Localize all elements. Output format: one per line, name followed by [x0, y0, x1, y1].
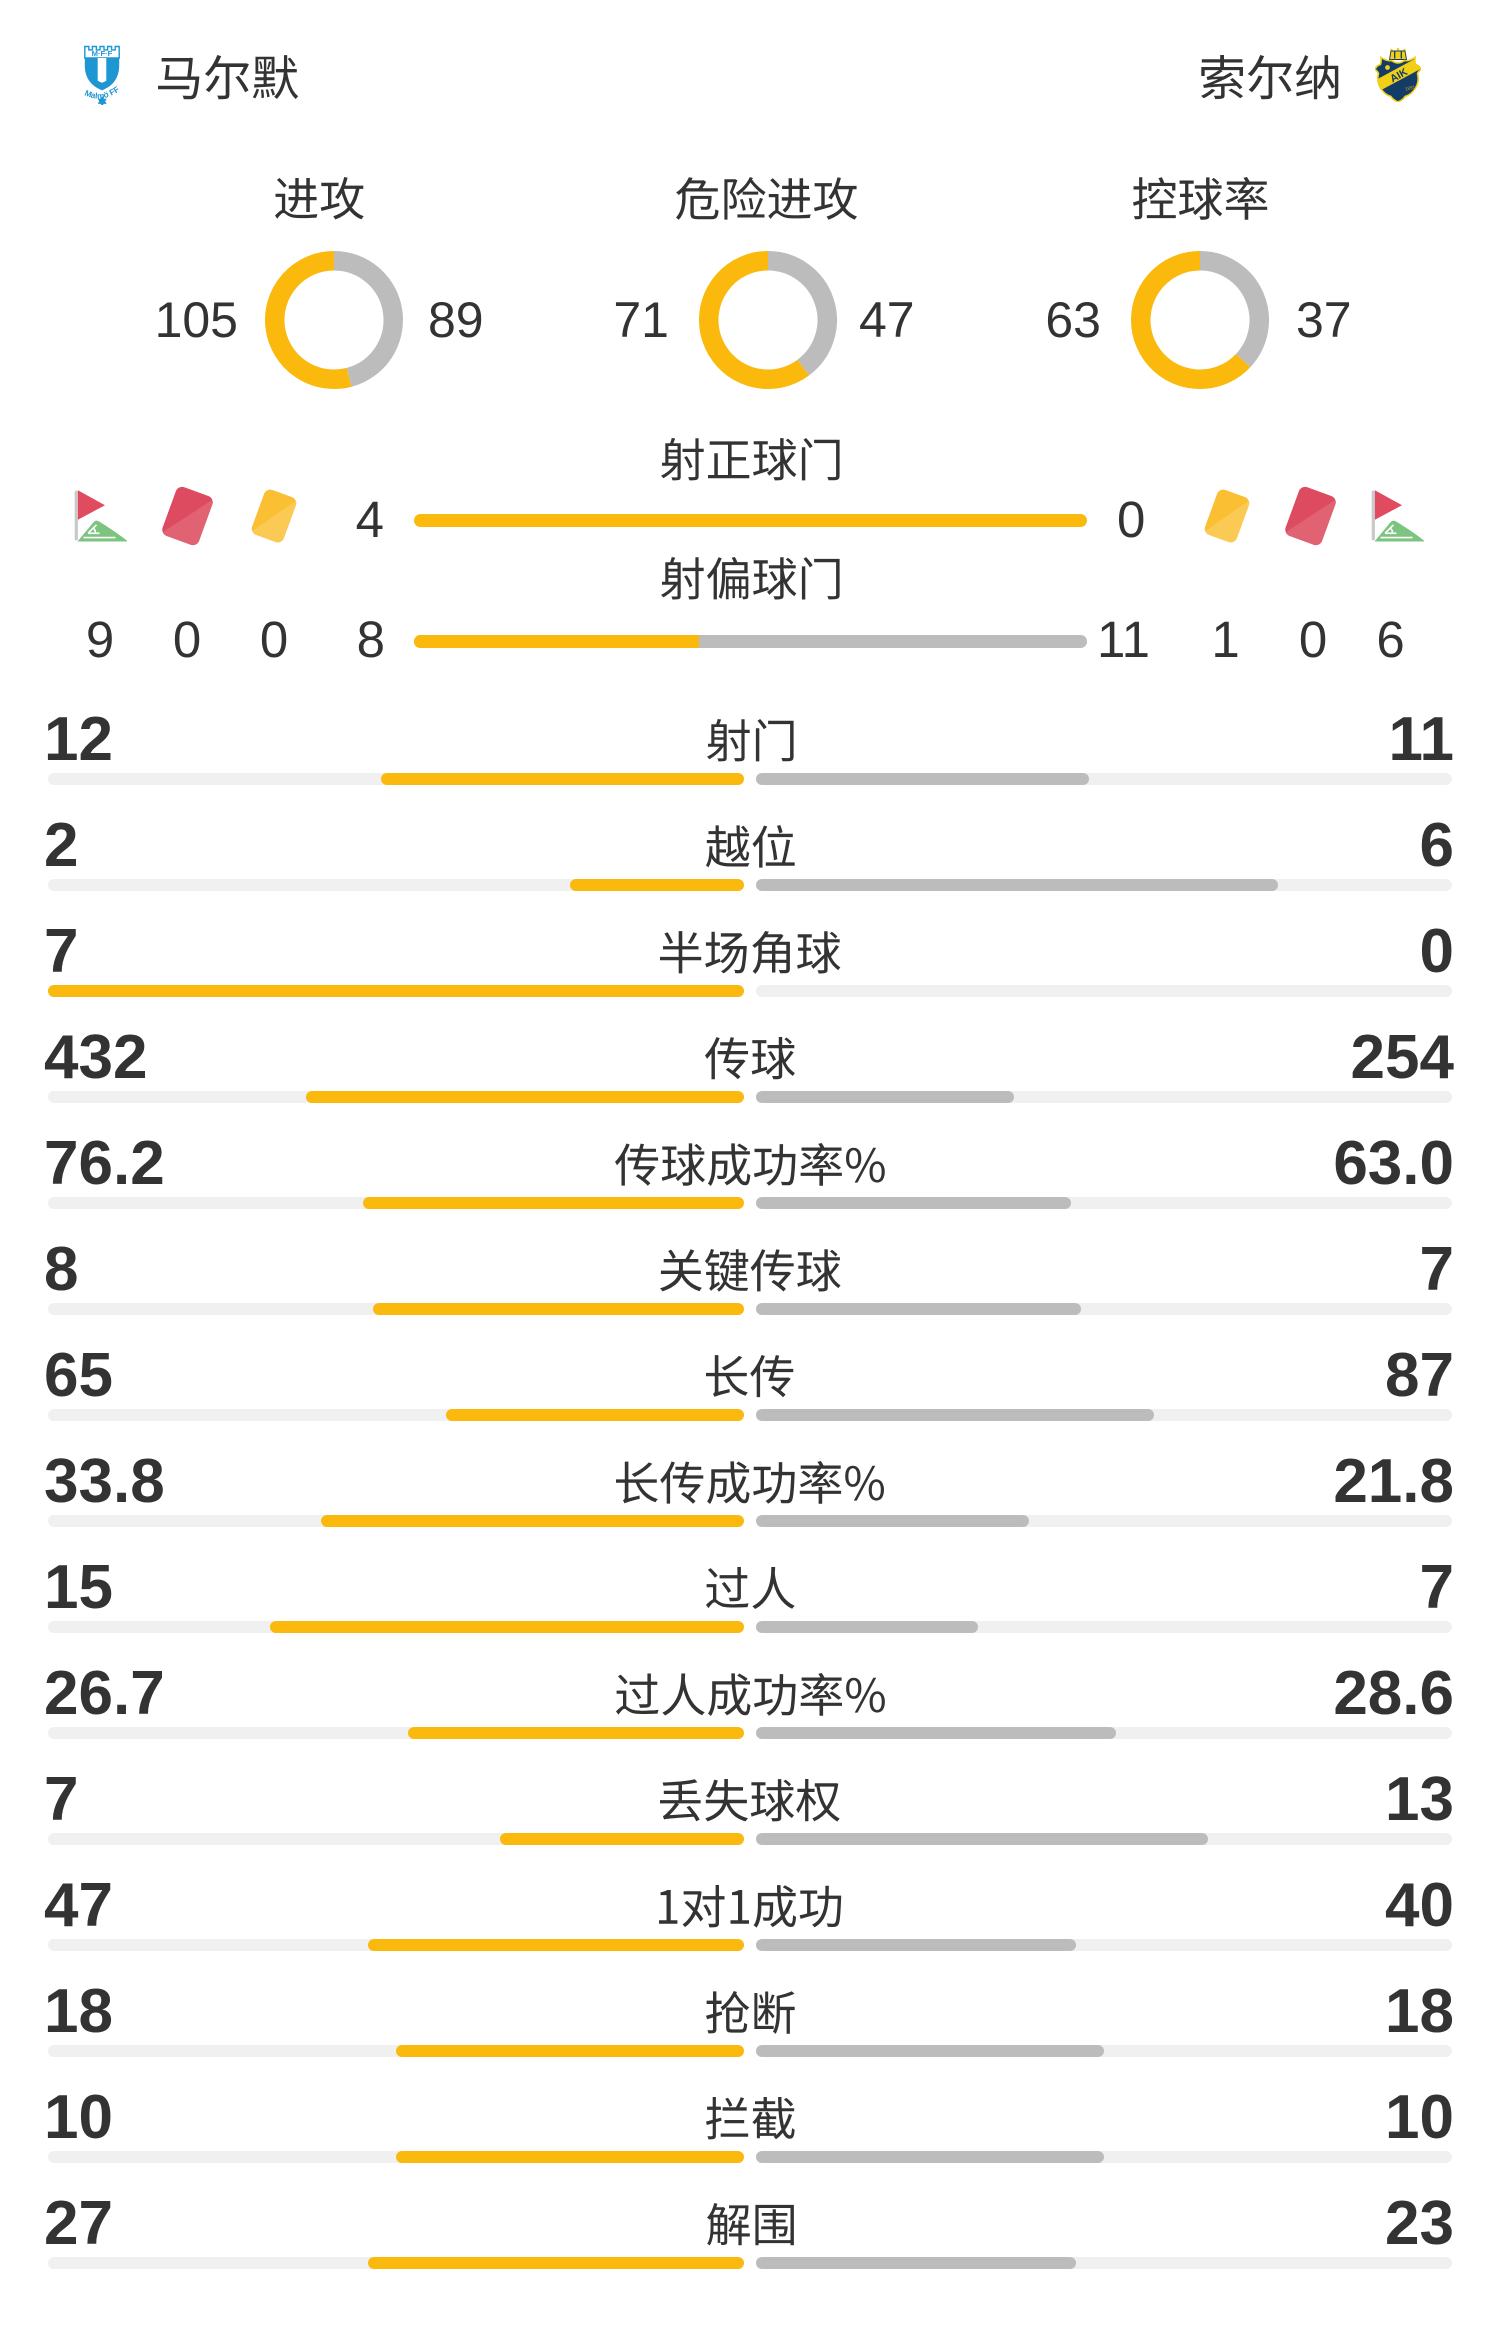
svg-text:1891: 1891: [1404, 84, 1416, 91]
svg-text:M·F·F: M·F·F: [92, 49, 113, 58]
